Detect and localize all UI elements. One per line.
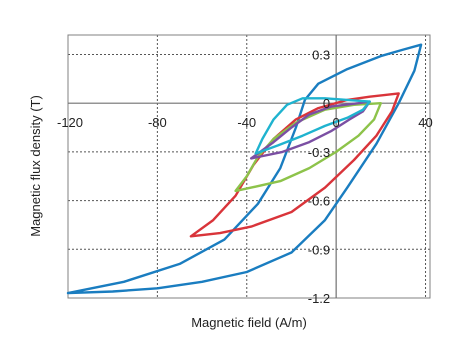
- x-tick-label: -80: [148, 115, 167, 130]
- x-tick-label: -120: [57, 115, 83, 130]
- plot-frame: [67, 34, 431, 299]
- y-tick-label: -0.9: [308, 242, 330, 257]
- y-tick-label: -1.2: [308, 291, 330, 306]
- series-line-1: [66, 43, 423, 295]
- x-tick-label: -40: [237, 115, 256, 130]
- plot-area: [68, 35, 430, 298]
- y-tick-label: -0.6: [308, 194, 330, 209]
- y-tick-label: 0: [323, 96, 330, 111]
- tick-labels: -120 -80 -40 0 400.30-0.3-0.6-0.9-1.2: [57, 47, 433, 306]
- x-tick-label: 0: [333, 115, 340, 130]
- x-tick-label: 40: [418, 115, 432, 130]
- y-axis-title: Magnetic flux density (T): [28, 95, 43, 237]
- series-line-5: [254, 97, 371, 155]
- series-group: [66, 43, 423, 295]
- series-line-4: [250, 100, 371, 160]
- y-tick-label: 0.3: [312, 47, 330, 62]
- y-tick-label: -0.3: [308, 145, 330, 160]
- x-axis-title: Magnetic field (A/m): [191, 315, 307, 330]
